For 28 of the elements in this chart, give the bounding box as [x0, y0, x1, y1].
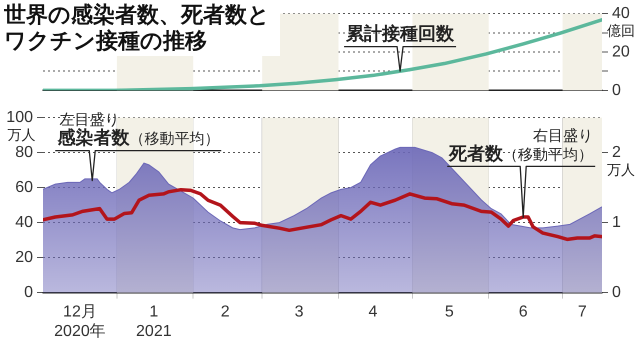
- y-tick-label: 40: [612, 5, 630, 22]
- x-tick-label: 12月 2020年: [54, 304, 106, 340]
- x-tick-label: 5: [444, 304, 454, 321]
- y-tick-label: 60: [15, 179, 34, 196]
- annotation: 感染者数（移動平均）: [56, 128, 220, 148]
- y2-tick-label: 1: [612, 214, 621, 232]
- y2-axis-title: 万人: [607, 162, 635, 178]
- chart-title: 世界の感染者数、死者数とワクチン接種の推移: [4, 2, 280, 56]
- y-tick-label: 20: [15, 249, 34, 266]
- y-axis-title: 万人: [8, 126, 36, 143]
- x-tick-label: 6: [518, 304, 528, 321]
- y-tick-label: 40: [15, 214, 34, 232]
- annotation: 左目盛り: [59, 112, 120, 129]
- annotation: 右目盛り: [533, 127, 594, 144]
- y-tick-label: 80: [15, 144, 34, 162]
- annotation: 累計接種回数: [345, 24, 456, 44]
- x-tick-label: 3: [294, 304, 304, 321]
- x-tick-label: 7: [578, 304, 587, 321]
- x-tick-label: 1 2021: [136, 304, 172, 340]
- y-tick-label: 0: [24, 284, 34, 302]
- annotation: 死者数（移動平均）: [448, 143, 594, 164]
- x-tick-label: 4: [368, 304, 378, 321]
- y-axis-title: 億回: [607, 22, 635, 39]
- y-tick-label: 0: [612, 82, 621, 99]
- y-tick-label: 100: [6, 109, 34, 126]
- y2-tick-label: 2: [612, 144, 621, 162]
- y-tick-label: 20: [612, 43, 630, 60]
- x-tick-label: 2: [220, 304, 230, 321]
